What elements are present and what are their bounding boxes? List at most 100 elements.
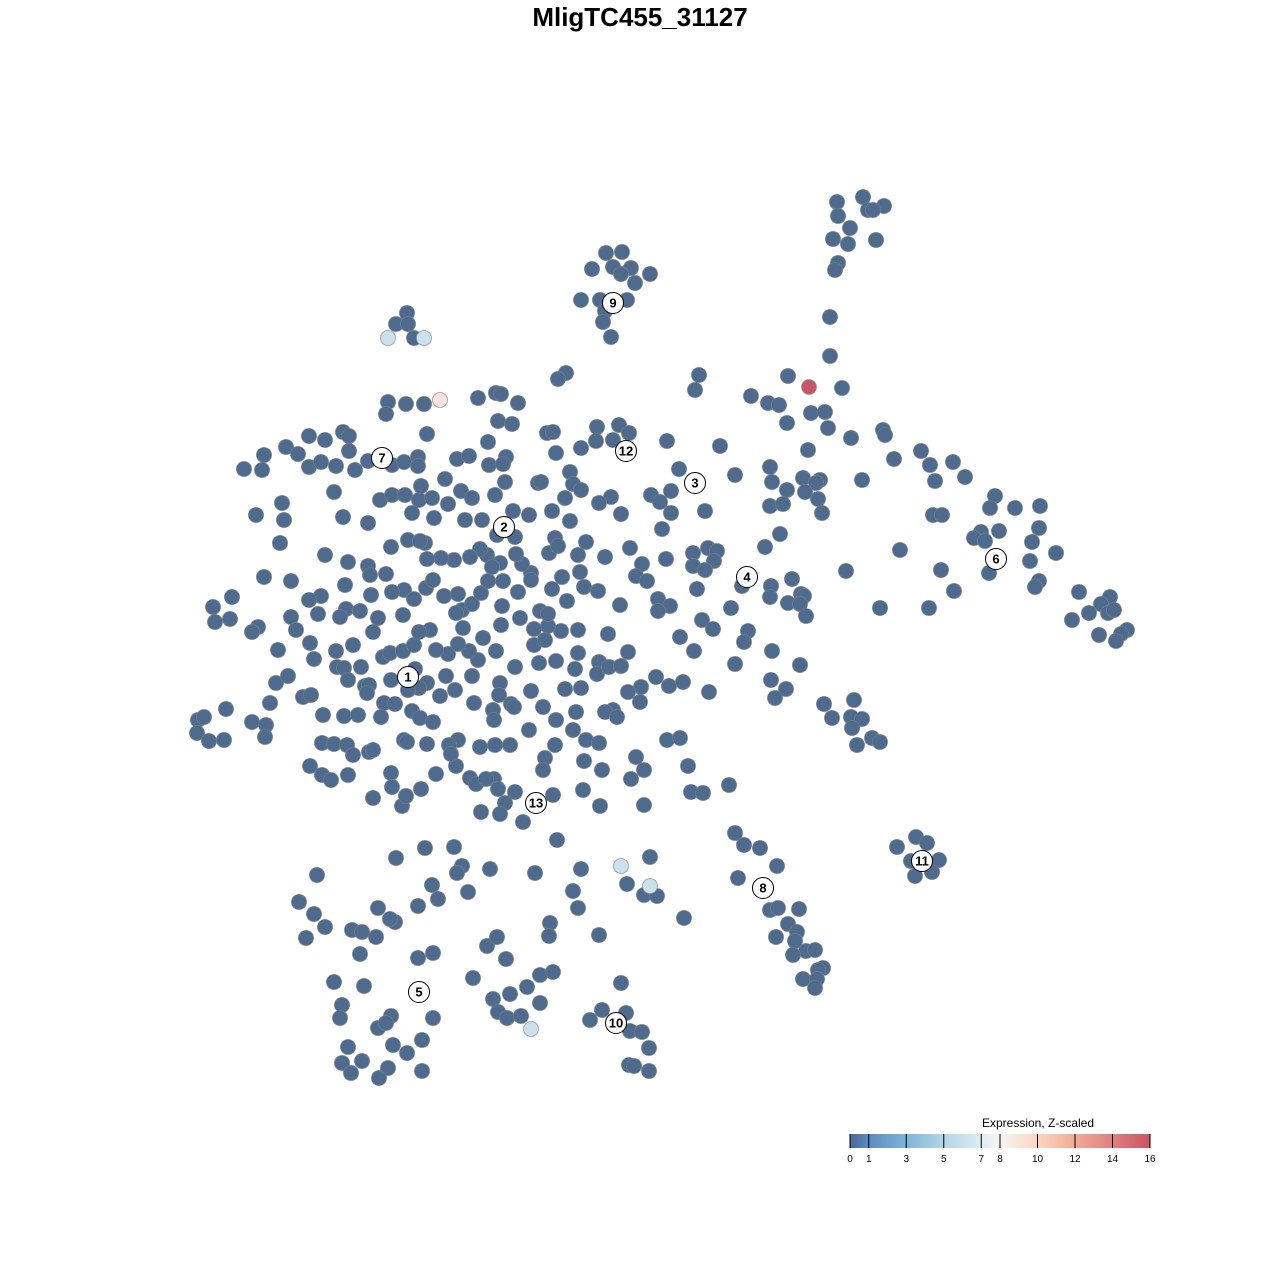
data-point (1108, 633, 1124, 649)
data-point (502, 986, 518, 1002)
data-point (775, 496, 791, 512)
data-point (764, 643, 780, 659)
colorbar-tick-label: 0 (847, 1154, 853, 1165)
data-point (519, 979, 535, 995)
cluster-label-text: 2 (500, 520, 507, 535)
data-point (568, 704, 584, 720)
data-point (1007, 500, 1023, 516)
data-point (480, 573, 496, 589)
data-point (426, 510, 442, 526)
data-point (383, 765, 399, 781)
data-point (877, 427, 893, 443)
data-point (484, 559, 500, 575)
data-point (280, 668, 296, 684)
data-point (627, 275, 643, 291)
data-point (326, 484, 342, 500)
data-point (301, 428, 317, 444)
data-point (636, 762, 652, 778)
data-point (383, 672, 399, 688)
data-point (838, 563, 854, 579)
data-point (791, 901, 807, 917)
data-point (1048, 545, 1064, 561)
colorbar-tick-label: 12 (1069, 1154, 1081, 1165)
data-point (686, 643, 702, 659)
data-point (565, 722, 581, 738)
data-point (475, 630, 491, 646)
data-point (764, 474, 780, 490)
data-point (461, 448, 477, 464)
data-point (395, 607, 411, 623)
data-point (1106, 602, 1122, 618)
data-point (798, 608, 814, 624)
data-point (490, 413, 506, 429)
data-point (398, 788, 414, 804)
data-point (449, 865, 465, 881)
data-point (721, 777, 737, 793)
data-point (868, 232, 884, 248)
data-point (527, 865, 543, 881)
data-point-expressed (432, 392, 448, 408)
data-point (244, 624, 260, 640)
data-point (778, 681, 794, 697)
data-point (368, 929, 384, 945)
cluster-label: 10 (605, 1012, 627, 1034)
data-point (584, 261, 600, 277)
data-point (840, 236, 856, 252)
data-point (545, 424, 561, 440)
data-point (385, 1037, 401, 1053)
data-point (701, 684, 717, 700)
data-point (697, 562, 713, 578)
data-point (535, 699, 551, 715)
data-point (309, 867, 325, 883)
data-point (428, 642, 444, 658)
data-point (849, 737, 865, 753)
data-point (636, 797, 652, 813)
data-point (457, 512, 473, 528)
data-point (359, 685, 375, 701)
data-point (446, 552, 462, 568)
cluster-label-bubble (371, 447, 393, 469)
data-point (730, 870, 746, 886)
data-point (341, 443, 357, 459)
data-point (957, 469, 973, 485)
data-point (450, 586, 466, 602)
data-point (356, 978, 372, 994)
data-point (650, 603, 666, 619)
data-point (447, 682, 463, 698)
cluster-label-text: 4 (743, 570, 751, 585)
colorbar-tick-label: 16 (1144, 1154, 1156, 1165)
data-point (573, 292, 589, 308)
cluster-label-bubble (985, 548, 1007, 570)
data-point (557, 681, 573, 697)
data-point (800, 442, 816, 458)
data-point (727, 656, 743, 672)
data-point (622, 540, 638, 556)
cluster-label-bubble (525, 792, 547, 814)
data-point (371, 1070, 387, 1086)
data-point (1091, 627, 1107, 643)
data-point (354, 1053, 370, 1069)
data-point (411, 492, 427, 508)
cluster-label-bubble (602, 292, 624, 314)
data-point (262, 695, 278, 711)
data-point (697, 503, 713, 519)
data-point (822, 348, 838, 364)
data-point (537, 632, 553, 648)
data-point (272, 535, 288, 551)
data-point (341, 428, 357, 444)
data-point (1064, 612, 1080, 628)
cluster-label: 6 (985, 548, 1007, 570)
data-point (550, 538, 566, 554)
data-point (825, 231, 841, 247)
data-point (639, 573, 655, 589)
data-point (843, 430, 859, 446)
cluster-label-text: 10 (609, 1016, 623, 1031)
data-point (817, 404, 833, 420)
data-point (396, 454, 412, 470)
data-point-expressed (523, 1021, 539, 1037)
data-point (705, 621, 721, 637)
data-point (619, 876, 635, 892)
data-point (772, 526, 788, 542)
data-point (380, 1060, 396, 1076)
data-point (399, 1045, 415, 1061)
